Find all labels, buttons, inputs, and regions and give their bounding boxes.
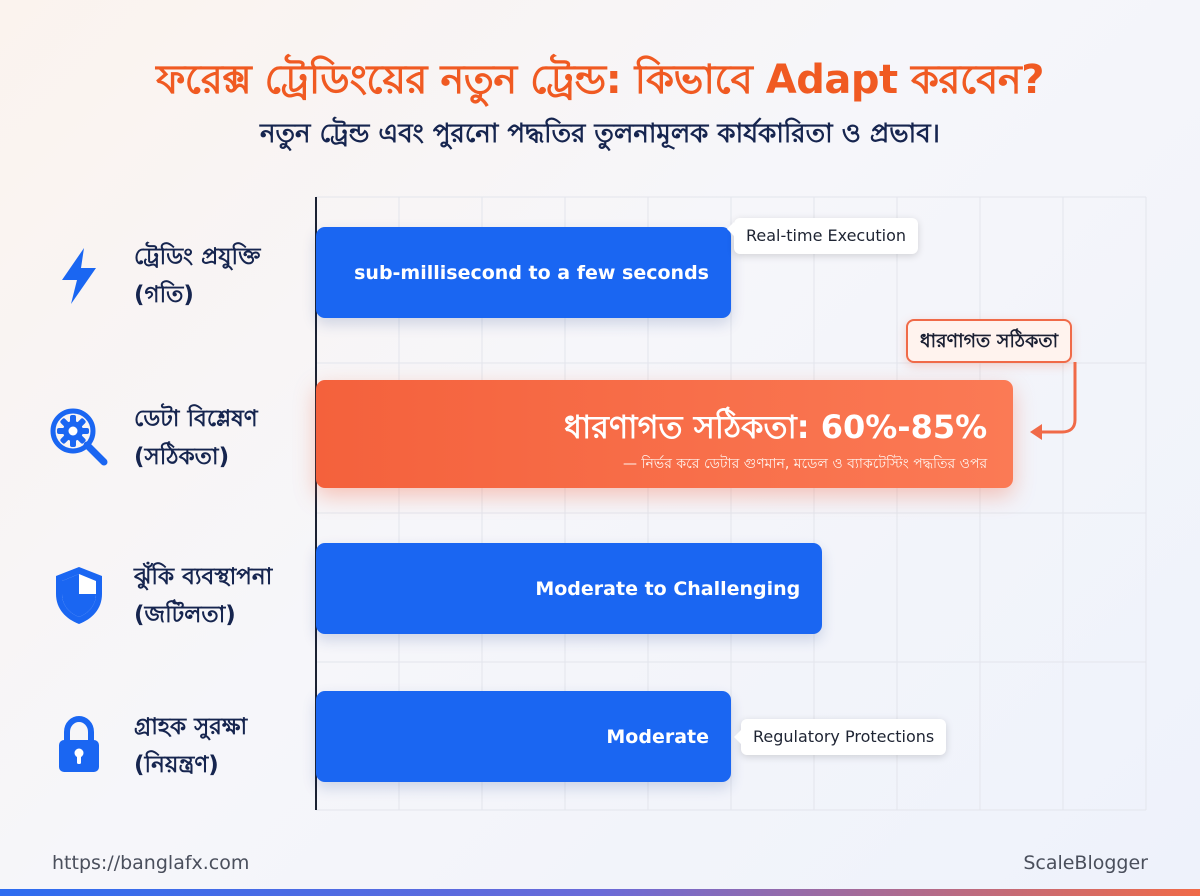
footer-url[interactable]: https://banglafx.com (52, 852, 250, 874)
lock-icon (59, 715, 99, 772)
page-title: ফরেক্স ট্রেডিংয়ের নতুন ট্রেন্ড: কিভাবে … (156, 57, 1044, 103)
bar-label: Moderate to Challenging (535, 577, 801, 600)
footer-brand: ScaleBlogger (1023, 852, 1148, 874)
category-label-line1: গ্রাহক সুরক্ষা (134, 714, 248, 740)
category-label-line1: ট্রেডিং প্রযুক্তি (134, 244, 261, 270)
bottom-gradient-strip (0, 889, 1200, 896)
bar-trading-tech: sub-millisecond to a few seconds (316, 227, 731, 318)
gear-magnifier-icon (50, 408, 108, 466)
bar-data-analysis: ধারণাগত সঠিকতা: 60%-85% — নির্ভর করে ডেট… (316, 380, 1014, 488)
category-label-line2: (জটিলতা) (134, 602, 236, 628)
callout-regulatory-protections: Regulatory Protections (733, 719, 947, 755)
accuracy-arrow-icon (1030, 362, 1077, 440)
category-label-line2: (সঠিকতা) (134, 444, 230, 470)
category-label-line2: (নিয়ন্ত্রণ) (134, 752, 219, 778)
lightning-icon (62, 248, 96, 304)
page-subtitle: নতুন ট্রেন্ড এবং পুরনো পদ্ধতির তুলনামূলক… (260, 119, 940, 149)
bar-label: Moderate (606, 725, 709, 748)
category-label-line1: ঝুঁকি ব্যবস্থাপনা (134, 564, 273, 590)
bar-label: sub-millisecond to a few seconds (354, 261, 709, 284)
bar-risk-management: Moderate to Challenging (316, 543, 823, 634)
category-label-line2: (গতি) (134, 282, 194, 308)
category-label-line1: ডেটা বিশ্লেষণ (134, 406, 258, 432)
bar-customer-protection: Moderate (316, 691, 731, 782)
bar-label: ধারণাগত সঠিকতা: 60%-85% (564, 408, 988, 446)
accuracy-tag: ধারণাগত সঠিকতা (906, 319, 1073, 363)
bar-sublabel: — নির্ভর করে ডেটার গুণমান, মডেল ও ব্যাকট… (622, 456, 988, 472)
callout-real-time-execution: Real-time Execution (726, 218, 919, 254)
shield-icon (56, 567, 102, 624)
